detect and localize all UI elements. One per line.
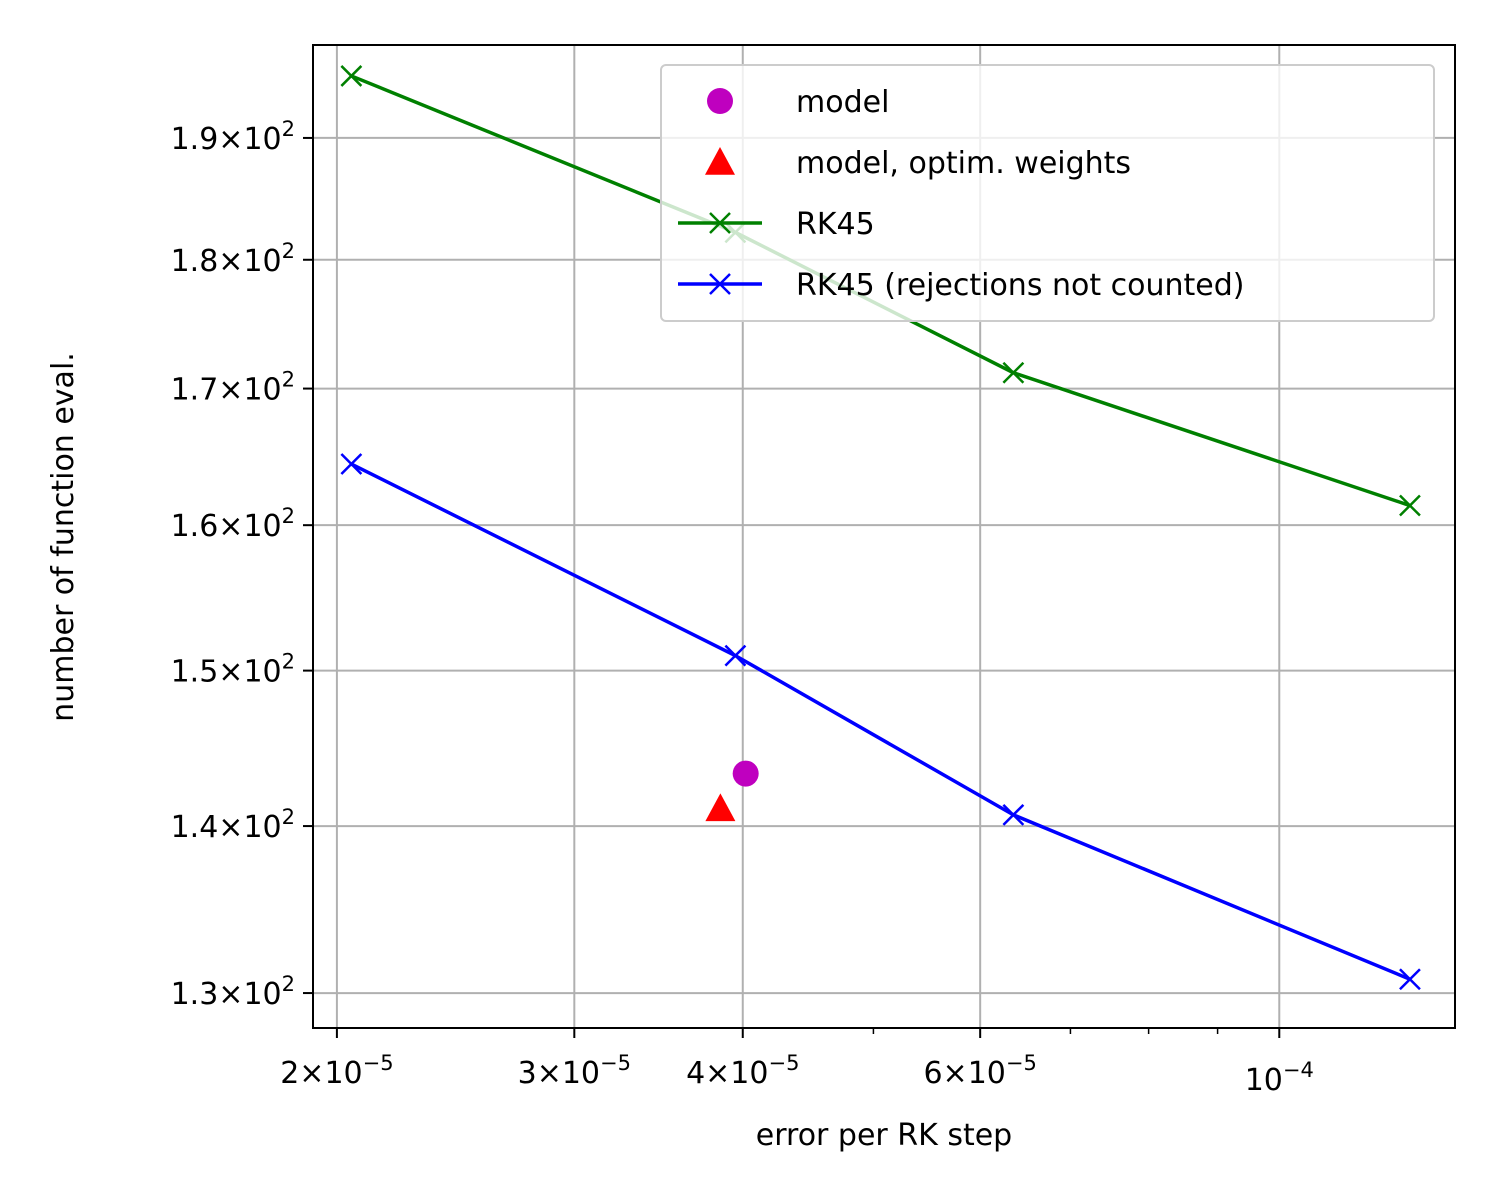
legend-marker <box>709 273 731 295</box>
y-tick-label: 1.5×102 <box>171 650 295 690</box>
y-tick-label: 1.4×102 <box>171 805 295 845</box>
x-axis: 2×10−5 3×10−5 4×10−5 6×10−5 10−4 <box>280 1028 1314 1098</box>
y-tick-label: 1.3×102 <box>171 972 295 1012</box>
x-tick-label: 6×10−5 <box>923 1051 1036 1091</box>
plot-frame <box>312 44 1456 1029</box>
legend-item: model <box>707 85 889 120</box>
data-point <box>1399 968 1421 991</box>
legend-item: RK45 <box>678 207 875 242</box>
data-point <box>1002 361 1025 384</box>
data-point <box>732 760 759 787</box>
y-tick-label: 1.6×102 <box>171 504 295 544</box>
legend-box <box>660 64 1435 322</box>
legend-marker <box>705 147 735 175</box>
legend-label: RK45 (rejections not counted) <box>796 268 1245 303</box>
series-0 <box>732 760 759 787</box>
x-tick-label: 10−4 <box>1245 1058 1314 1098</box>
legend-item: RK45 (rejections not counted) <box>678 268 1245 303</box>
legend-label: model, optim. weights <box>796 146 1131 181</box>
data-point <box>724 644 747 667</box>
data-point <box>340 453 363 475</box>
y-tick-label: 1.9×102 <box>171 117 295 157</box>
series-1 <box>705 793 736 822</box>
data-point <box>1002 803 1025 826</box>
x-tick-label: 4×10−5 <box>686 1051 799 1091</box>
legend: model model, optim. weights RK45 RK45 (reje… <box>660 64 1435 322</box>
x-tick-label: 3×10−5 <box>518 1051 631 1091</box>
legend-marker <box>709 212 731 234</box>
legend-item: model, optim. weights <box>705 146 1131 181</box>
series-3 <box>340 453 1421 991</box>
legend-marker <box>707 88 733 114</box>
legend-label: RK45 <box>796 207 875 242</box>
data-point <box>705 793 736 822</box>
plot-series <box>340 65 1421 991</box>
series-line <box>350 462 1411 981</box>
legend-label: model <box>796 85 889 120</box>
x-tick-label: 2×10−5 <box>280 1051 393 1091</box>
data-point <box>340 65 363 87</box>
data-point <box>1399 494 1421 517</box>
y-axis-label: number of function eval. <box>46 352 81 722</box>
y-tick-label: 1.7×102 <box>171 368 295 408</box>
y-tick-label: 1.8×102 <box>171 239 295 279</box>
x-axis-label: error per RK step <box>756 1118 1012 1153</box>
y-axis: 1.3×102 1.4×102 1.5×102 1.6×102 1.7×102 1.8×1… <box>171 117 313 1012</box>
